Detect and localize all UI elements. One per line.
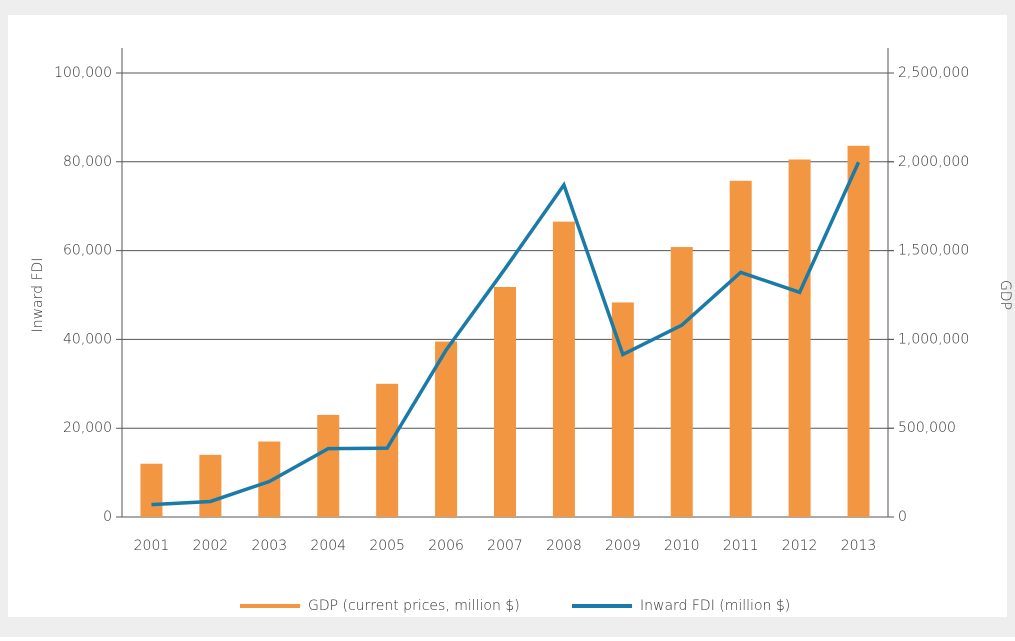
bar bbox=[788, 159, 811, 517]
bar bbox=[317, 414, 340, 517]
y2-tick-label: 2,000,000 bbox=[898, 154, 969, 170]
bar bbox=[494, 287, 516, 517]
y2-tick-label: 0 bbox=[898, 509, 907, 525]
x-tick-label: 2001 bbox=[134, 538, 170, 554]
y-axis-label: Inward FDI bbox=[30, 258, 46, 333]
bar bbox=[376, 383, 399, 517]
x-tick-label: 2004 bbox=[310, 538, 346, 554]
bar bbox=[199, 454, 222, 517]
y-tick-label: 20,000 bbox=[63, 420, 112, 436]
bar bbox=[847, 145, 870, 518]
bar bbox=[552, 221, 575, 518]
y2-tick-label: 500,000 bbox=[898, 420, 956, 436]
x-tick-label: 2011 bbox=[723, 538, 759, 554]
bar bbox=[611, 302, 634, 517]
x-tick-label: 2012 bbox=[782, 538, 818, 554]
y-tick-label: 100,000 bbox=[54, 65, 112, 81]
x-tick-label: 2002 bbox=[193, 538, 229, 554]
x-tick-label: 2003 bbox=[251, 538, 287, 554]
y-tick-label: 80,000 bbox=[63, 154, 112, 170]
bar bbox=[140, 463, 163, 517]
bar bbox=[670, 247, 693, 517]
y2-tick-label: 2,500,000 bbox=[898, 65, 969, 81]
bar bbox=[435, 341, 458, 517]
x-tick-label: 2013 bbox=[841, 538, 877, 554]
legend-label: Inward FDI (million $) bbox=[640, 598, 790, 614]
x-tick-label: 2008 bbox=[546, 538, 582, 554]
x-tick-label: 2006 bbox=[428, 538, 464, 554]
x-tick-label: 2007 bbox=[487, 538, 523, 554]
bar bbox=[258, 441, 281, 517]
x-tick-label: 2005 bbox=[369, 538, 405, 554]
y-tick-label: 40,000 bbox=[63, 331, 112, 347]
bar bbox=[729, 180, 752, 517]
x-tick-label: 2010 bbox=[664, 538, 700, 554]
y-tick-label: 0 bbox=[103, 509, 112, 525]
legend-label: GDP (current prices, million $) bbox=[308, 598, 520, 614]
y2-tick-label: 1,000,000 bbox=[898, 331, 969, 347]
y-tick-label: 60,000 bbox=[63, 243, 112, 259]
line bbox=[151, 161, 861, 507]
y2-axis-label: GDP bbox=[997, 280, 1013, 310]
y2-tick-label: 1,500,000 bbox=[898, 243, 969, 259]
x-tick-label: 2009 bbox=[605, 538, 641, 554]
